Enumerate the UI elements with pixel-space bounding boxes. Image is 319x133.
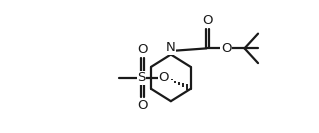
Text: O: O [221,42,231,55]
Text: N: N [166,41,176,54]
Text: O: O [137,99,148,112]
Text: O: O [137,43,148,57]
Text: O: O [203,14,213,27]
Text: S: S [137,71,145,84]
Text: O: O [158,71,169,84]
